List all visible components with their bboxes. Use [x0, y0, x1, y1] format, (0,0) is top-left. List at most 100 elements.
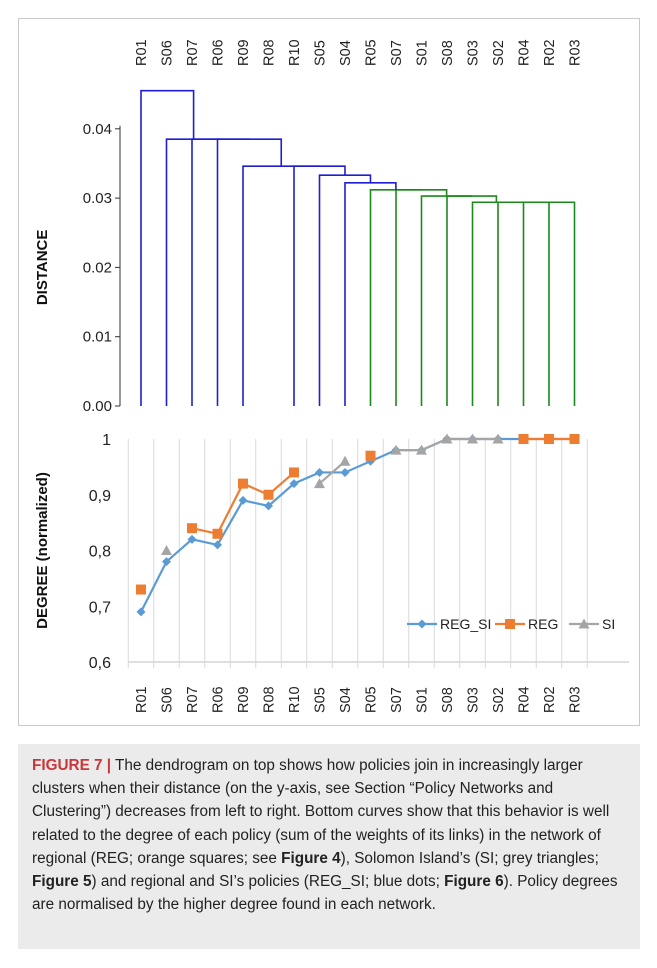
dendrogram-leaf-label: S02	[491, 40, 507, 66]
dendrogram-leaf-label: R08	[262, 39, 278, 66]
caption-text-3: ) and regional and SI’s policies (REG_SI…	[91, 873, 445, 891]
dendrogram-leaf-label: R03	[568, 39, 584, 66]
dendrogram-y-tick-label: 0.01	[83, 329, 112, 346]
degree-x-tick-label: R02	[542, 686, 558, 713]
caption-text-1: The dendrogram on top shows how policies…	[32, 757, 610, 867]
dendrogram-y-tick-label: 0.00	[83, 398, 112, 415]
dendrogram-y-axis-label: DISTANCE	[34, 230, 51, 306]
degree-y-tick-label: 0,6	[89, 655, 111, 672]
figure-panel: 0.00 0.01 0.02 0.03 0.04 DISTANCE R01 S06 R07 R06…	[18, 18, 640, 726]
caption-ref-figure-6[interactable]: Figure 6	[444, 873, 504, 891]
dendrogram-leaf-label: S06	[160, 40, 176, 66]
dendrogram-leaf-label: R02	[542, 39, 558, 66]
dendrogram-link	[420, 195, 472, 406]
degree-x-tick-label: R10	[287, 686, 303, 713]
degree-y-tick-label: 0,7	[89, 599, 111, 616]
dendrogram-link	[216, 138, 283, 406]
degree-x-tick-label: S08	[440, 687, 456, 713]
series-point-reg	[187, 523, 197, 534]
series-point-si	[416, 444, 427, 455]
degree-x-tick-label: S06	[160, 687, 176, 713]
degree-x-tick-label: R04	[517, 686, 533, 713]
series-point-si	[467, 433, 478, 444]
dendrogram-link	[165, 138, 221, 406]
dendrogram-leaf-label: R10	[287, 39, 303, 66]
degree-x-tick-label: S02	[491, 687, 507, 713]
series-point-reg-si	[315, 467, 324, 477]
series-point-si	[161, 545, 172, 555]
dendrogram-link	[522, 201, 562, 406]
degree-x-tick-label: R01	[134, 686, 150, 713]
dendrogram-leaf-label: S07	[389, 40, 405, 66]
dendrogram-leaf-label: R07	[185, 39, 201, 66]
dendrogram-link	[497, 201, 543, 406]
series-point-reg	[544, 434, 554, 444]
series-point-si	[314, 478, 325, 489]
dendrogram-leaf-label: S08	[440, 40, 456, 66]
legend-label-si: SI	[602, 616, 615, 632]
series-point-reg-si	[187, 534, 197, 544]
dendrogram-link	[471, 201, 521, 406]
dendrogram-leaf-label: R01	[134, 39, 150, 66]
degree-x-tick-label: S01	[415, 687, 431, 713]
degree-x-tick-label: R05	[364, 686, 380, 713]
degree-x-tick-label: S04	[338, 687, 354, 713]
series-point-reg	[289, 467, 299, 478]
series-point-reg-si	[264, 501, 273, 511]
degree-x-tick-label: S07	[389, 687, 405, 713]
degree-x-tick-label: R07	[185, 686, 201, 713]
dendrogram-leaf-label: S01	[415, 40, 431, 66]
degree-x-tick-label: R08	[262, 686, 278, 713]
series-point-reg-si	[213, 540, 222, 550]
degree-y-tick-label: 0,9	[89, 488, 111, 505]
dendrogram-link	[242, 165, 320, 406]
legend-marker-si	[578, 618, 590, 629]
series-point-si	[339, 455, 351, 466]
series-point-si	[492, 433, 504, 444]
dendrogram-link	[548, 201, 576, 406]
degree-x-tick-label: R09	[236, 686, 252, 713]
series-point-reg-si	[289, 479, 299, 489]
legend-label-reg-si: REG_SI	[440, 616, 491, 632]
dendrogram-link	[395, 188, 448, 406]
series-point-reg	[569, 434, 580, 444]
series-point-reg	[238, 478, 248, 489]
series-point-reg-si	[162, 557, 171, 567]
dendrogram-link	[369, 188, 422, 406]
series-point-reg	[263, 489, 274, 500]
dendrogram-leaf-label: S05	[313, 40, 329, 66]
degree-x-tick-label: R03	[568, 686, 584, 713]
series-point-reg-si	[238, 495, 248, 505]
legend-label-reg: REG	[528, 616, 558, 632]
degree-x-tick-label: R06	[211, 686, 227, 713]
dendrogram-leaf-label: R09	[236, 39, 252, 66]
caption-text-2: ), Solomon Island’s (SI; grey triangles;	[340, 849, 599, 867]
dendrogram-leaf-label: S04	[338, 40, 354, 66]
series-point-reg	[136, 584, 146, 595]
legend-marker-reg-si	[417, 619, 427, 629]
dendrogram-leaf-label: R05	[364, 39, 380, 66]
degree-y-tick-label: 0,8	[89, 544, 111, 561]
degree-x-tick-label: S05	[313, 687, 329, 713]
series-point-reg-si	[136, 607, 146, 617]
series-point-reg	[365, 450, 376, 461]
dendrogram-leaf-label: R04	[517, 39, 533, 66]
series-point-reg	[518, 434, 529, 444]
dendrogram-leaf-label: S03	[466, 40, 482, 66]
series-point-reg	[212, 528, 223, 539]
figure-plot: 0.00 0.01 0.02 0.03 0.04 DISTANCE R01 S06 R07 R06…	[34, 39, 629, 713]
figure-caption: FIGURE 7 | The dendrogram on top shows h…	[18, 744, 640, 949]
caption-text-4: ). Policy degrees are normalised by the …	[32, 873, 618, 914]
dendrogram-y-tick-label: 0.02	[83, 259, 112, 276]
dendrogram-y-tick-label: 0.03	[83, 190, 112, 207]
dendrogram-link	[140, 89, 195, 406]
dendrogram-y-tick-label: 0.04	[83, 121, 112, 138]
caption-ref-figure-5[interactable]: Figure 5	[32, 873, 92, 891]
degree-y-axis-label: DEGREE (normalized)	[34, 472, 51, 629]
series-point-si	[441, 433, 453, 444]
caption-ref-figure-4[interactable]: Figure 4	[281, 849, 341, 867]
degree-y-tick-label: 1	[102, 432, 111, 449]
series-point-si	[390, 444, 402, 455]
dendrogram-leaf-label: R06	[211, 39, 227, 66]
legend-marker-reg	[505, 619, 515, 629]
